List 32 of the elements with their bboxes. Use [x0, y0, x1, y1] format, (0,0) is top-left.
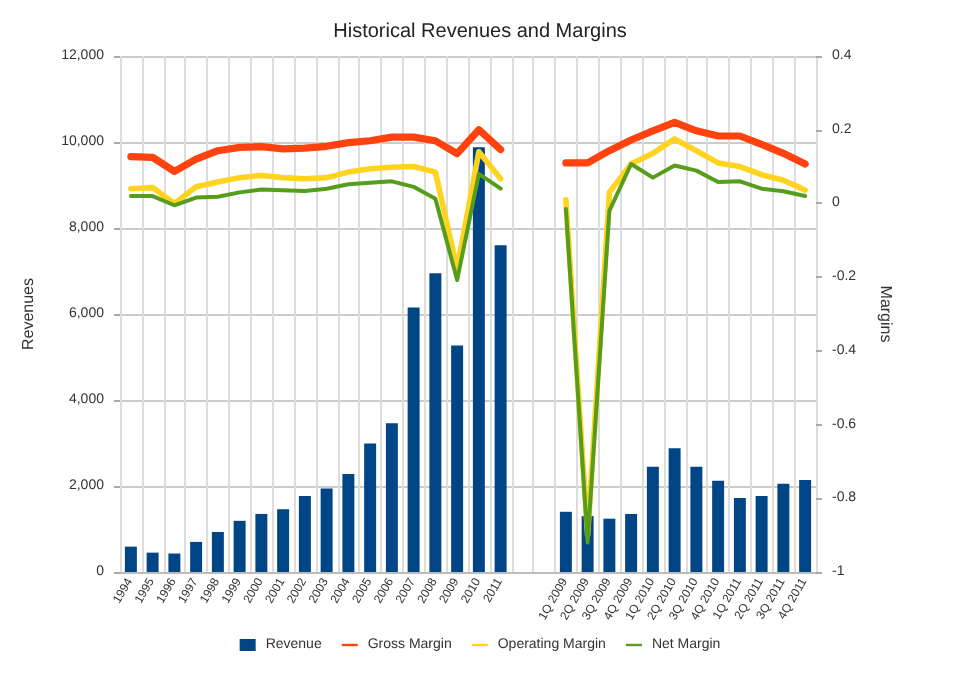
bar	[320, 488, 333, 572]
bar	[168, 553, 181, 572]
bar	[342, 473, 355, 572]
bar	[712, 480, 725, 572]
y-axis-title: Revenues	[19, 277, 37, 351]
bar	[211, 532, 224, 572]
bar	[625, 513, 638, 572]
bar	[799, 479, 812, 572]
bar	[559, 511, 572, 572]
bar	[364, 443, 377, 572]
bar	[646, 466, 659, 572]
bar	[451, 345, 464, 572]
bar	[690, 466, 703, 572]
y2-axis-title: Margins	[876, 285, 895, 343]
bar	[255, 513, 268, 572]
bar	[277, 509, 290, 572]
bar	[668, 448, 681, 572]
bar	[603, 518, 616, 572]
bar	[233, 520, 246, 572]
bar	[472, 147, 485, 572]
bar	[755, 495, 768, 572]
bar	[777, 483, 790, 572]
chart-title: Historical Revenues and Margins	[333, 21, 627, 43]
bar	[190, 541, 203, 572]
bar	[407, 307, 420, 572]
bar	[146, 552, 159, 572]
bar	[494, 245, 507, 572]
bar	[124, 546, 137, 572]
bar	[429, 273, 442, 572]
bar	[733, 498, 746, 572]
bar	[298, 495, 311, 572]
bar	[385, 423, 398, 572]
